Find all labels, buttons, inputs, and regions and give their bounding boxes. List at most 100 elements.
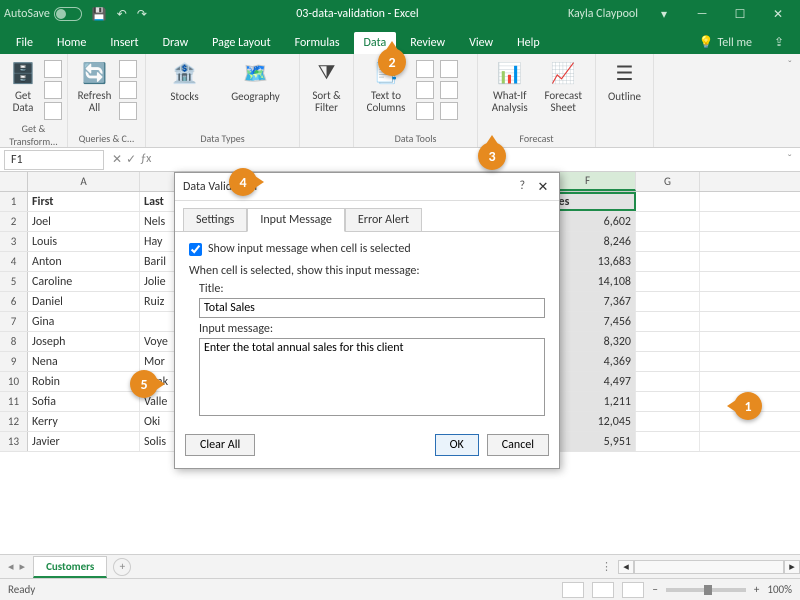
cell[interactable]: Robin (28, 372, 140, 391)
what-if-button[interactable]: 📊 What-If Analysis (486, 58, 534, 114)
row-header[interactable]: 9 (0, 352, 28, 371)
dialog-tab-error-alert[interactable]: Error Alert (345, 208, 422, 232)
properties-icon[interactable] (119, 81, 137, 99)
enter-formula-icon[interactable]: ✓ (126, 152, 136, 167)
cell[interactable] (636, 212, 700, 231)
data-validation-icon[interactable] (416, 102, 434, 120)
sheet-nav-next-icon[interactable]: ▸ (20, 560, 26, 573)
row-header[interactable]: 13 (0, 432, 28, 451)
cell[interactable]: Nena (28, 352, 140, 371)
title-input[interactable] (199, 298, 545, 318)
insert-function-icon[interactable]: ƒx (140, 152, 151, 167)
row-header[interactable]: 1 (0, 192, 28, 211)
autosave-switch-icon[interactable] (54, 7, 82, 21)
tab-page-layout[interactable]: Page Layout (202, 32, 280, 54)
ribbon-options-icon[interactable]: ▾ (646, 2, 682, 26)
scroll-left-icon[interactable]: ◂ (618, 560, 634, 574)
geography-button[interactable]: 🗺️ Geography (221, 58, 291, 103)
tab-formulas[interactable]: Formulas (285, 32, 350, 54)
from-text-icon[interactable] (44, 60, 62, 78)
tab-view[interactable]: View (459, 32, 503, 54)
data-model-icon[interactable] (440, 102, 458, 120)
maximize-icon[interactable]: ☐ (722, 2, 758, 26)
minimize-icon[interactable]: — (684, 2, 720, 26)
cell[interactable] (636, 412, 700, 431)
cell[interactable] (636, 372, 700, 391)
tab-insert[interactable]: Insert (100, 32, 148, 54)
user-name[interactable]: Kayla Claypool (568, 7, 638, 21)
dialog-help-icon[interactable]: ? (519, 179, 525, 193)
row-header[interactable]: 12 (0, 412, 28, 431)
column-header[interactable]: A (28, 172, 140, 191)
expand-formula-bar-icon[interactable]: ˇ (779, 153, 800, 167)
edit-links-icon[interactable] (119, 102, 137, 120)
cell[interactable] (636, 312, 700, 331)
cell[interactable] (636, 252, 700, 271)
cell[interactable] (636, 192, 700, 211)
show-message-checkbox[interactable] (189, 243, 202, 256)
horizontal-scrollbar[interactable]: ⋮ ◂ ▸ (601, 560, 800, 574)
tell-me[interactable]: 💡 Tell me (691, 31, 760, 54)
row-header[interactable]: 4 (0, 252, 28, 271)
share-button[interactable]: ⇪ (764, 31, 794, 54)
dialog-close-icon[interactable]: ✕ (533, 177, 553, 197)
tab-home[interactable]: Home (47, 32, 96, 54)
sheet-nav-prev-icon[interactable]: ◂ (8, 560, 14, 573)
row-header[interactable]: 2 (0, 212, 28, 231)
forecast-sheet-button[interactable]: 📈 Forecast Sheet (540, 58, 588, 114)
cancel-button[interactable]: Cancel (487, 434, 549, 456)
refresh-all-button[interactable]: 🔄 Refresh All (76, 58, 113, 114)
column-header[interactable]: G (636, 172, 700, 191)
zoom-level[interactable]: 100% (767, 583, 792, 596)
sort-filter-button[interactable]: ⧩ Sort & Filter (308, 58, 345, 114)
remove-dupes-icon[interactable] (416, 81, 434, 99)
normal-view-icon[interactable] (562, 582, 584, 598)
row-header[interactable]: 5 (0, 272, 28, 291)
cell[interactable]: Louis (28, 232, 140, 251)
undo-icon[interactable]: ↶ (117, 7, 127, 22)
cell[interactable]: First (28, 192, 140, 211)
outline-button[interactable]: ☰ Outline (604, 58, 645, 103)
cell[interactable]: Daniel (28, 292, 140, 311)
ok-button[interactable]: OK (435, 434, 479, 456)
cell[interactable]: Anton (28, 252, 140, 271)
consolidate-icon[interactable] (440, 60, 458, 78)
tab-draw[interactable]: Draw (153, 32, 199, 54)
flash-fill-icon[interactable] (416, 60, 434, 78)
row-header[interactable]: 8 (0, 332, 28, 351)
dialog-tab-input-message[interactable]: Input Message (247, 208, 345, 232)
row-header[interactable]: 10 (0, 372, 28, 391)
relationships-icon[interactable] (440, 81, 458, 99)
zoom-slider[interactable] (666, 588, 746, 592)
cancel-formula-icon[interactable]: ✕ (112, 152, 122, 167)
cell[interactable] (636, 432, 700, 451)
cell[interactable]: Joel (28, 212, 140, 231)
row-header[interactable]: 3 (0, 232, 28, 251)
scroll-right-icon[interactable]: ▸ (784, 560, 800, 574)
cell[interactable]: Javier (28, 432, 140, 451)
message-textarea[interactable]: Enter the total annual sales for this cl… (199, 338, 545, 416)
from-table-icon[interactable] (44, 102, 62, 120)
cell[interactable]: Joseph (28, 332, 140, 351)
tab-help[interactable]: Help (507, 32, 550, 54)
tab-file[interactable]: File (6, 32, 43, 54)
cell[interactable]: Sofia (28, 392, 140, 411)
sheet-tab-customers[interactable]: Customers (33, 556, 107, 578)
cell[interactable]: Caroline (28, 272, 140, 291)
autosave-toggle[interactable]: AutoSave (4, 7, 82, 21)
row-header[interactable]: 6 (0, 292, 28, 311)
cell[interactable] (636, 292, 700, 311)
zoom-in-icon[interactable]: + (754, 583, 759, 596)
tab-review[interactable]: Review (400, 32, 455, 54)
redo-icon[interactable]: ↷ (137, 7, 147, 22)
page-layout-view-icon[interactable] (592, 582, 614, 598)
from-web-icon[interactable] (44, 81, 62, 99)
cell[interactable]: Kerry (28, 412, 140, 431)
cell[interactable] (636, 392, 700, 411)
row-header[interactable]: 11 (0, 392, 28, 411)
name-box[interactable]: F1 (4, 150, 104, 170)
stocks-button[interactable]: 🏦 Stocks (155, 58, 215, 103)
close-icon[interactable]: ✕ (760, 2, 796, 26)
cell[interactable] (636, 332, 700, 351)
cell[interactable] (636, 352, 700, 371)
